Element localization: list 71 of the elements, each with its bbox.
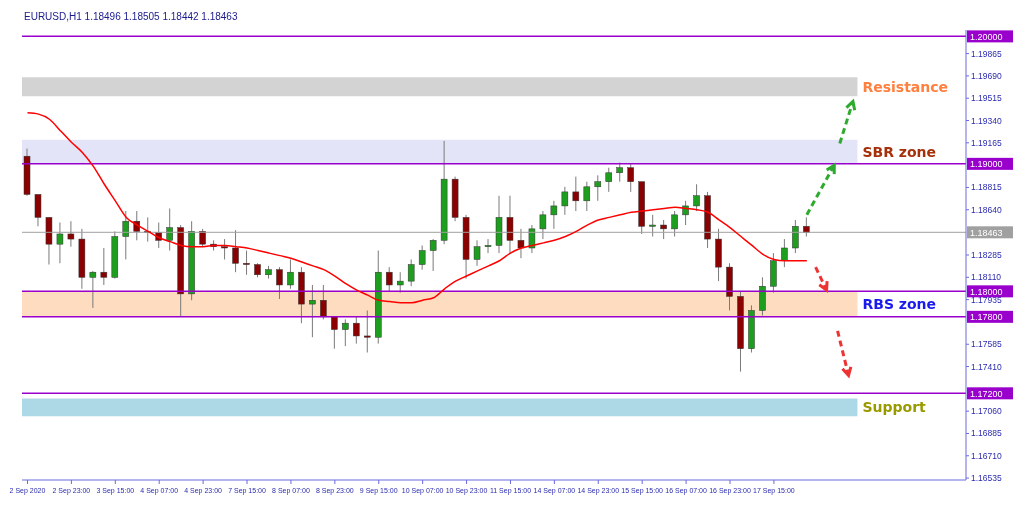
y-tick-label: 1.19340	[971, 115, 1002, 126]
y-tick-label: 1.19690	[971, 70, 1002, 81]
y-tick-label: 1.19865	[971, 48, 1002, 59]
chart-title: EURUSD,H1 1.18496 1.18505 1.18442 1.18463	[24, 11, 238, 22]
y-tick-label: 1.18640	[971, 204, 1002, 215]
y-tick-label: 1.18110	[971, 272, 1002, 283]
candlestick	[649, 214, 656, 238]
candlestick	[671, 210, 678, 238]
candlestick	[583, 181, 591, 212]
candlestick	[364, 309, 371, 354]
candlestick	[89, 270, 97, 309]
y-tick-label: 1.16710	[971, 450, 1002, 461]
candlestick	[407, 258, 415, 287]
candlestick	[331, 316, 338, 350]
candlestick	[320, 284, 327, 320]
ref-line-label: 1.19000	[970, 159, 1003, 170]
y-tick-label: 1.18285	[971, 250, 1002, 261]
candlestick	[792, 219, 799, 254]
candlestick	[122, 210, 130, 260]
y-tick-label: 1.19165	[971, 137, 1002, 148]
candlestick	[396, 271, 404, 294]
candlestick	[594, 174, 602, 202]
y-tick-label: 1.17935	[971, 294, 1002, 305]
ref-line-label: 1.17800	[970, 312, 1003, 323]
candlestick	[550, 200, 558, 230]
candlestick	[100, 247, 108, 286]
y-tick-label: 1.16885	[971, 428, 1002, 439]
ref-line-label: 1.20000	[970, 31, 1003, 42]
candlestick	[429, 238, 437, 272]
candlestick	[473, 239, 481, 267]
candlestick	[803, 216, 810, 238]
candlestick	[561, 186, 569, 216]
candlestick	[133, 210, 141, 241]
candlestick	[232, 229, 239, 273]
candlestick	[287, 258, 294, 290]
band-label: Resistance	[862, 78, 949, 95]
ref-line-label: 1.18000	[970, 286, 1003, 297]
y-tick-label: 1.16535	[971, 473, 1002, 484]
candlestick	[627, 163, 634, 193]
candlestick	[166, 207, 173, 252]
candlestick	[517, 228, 525, 259]
candlestick	[34, 193, 42, 227]
y-tick-label: 1.17410	[971, 361, 1002, 372]
candlestick	[342, 318, 349, 347]
ref-line-label: 1.17200	[970, 388, 1003, 399]
candlestick	[660, 219, 667, 240]
candlestick	[56, 221, 64, 264]
y-tick-label: 1.18815	[971, 182, 1002, 193]
candlestick	[781, 238, 788, 268]
candlestick	[221, 238, 228, 260]
candlestick	[572, 176, 580, 212]
y-tick-label: 1.17060	[971, 406, 1002, 417]
candlestick	[539, 210, 547, 240]
ref-line-label: 1.18463	[970, 227, 1003, 238]
candlestick	[67, 220, 75, 248]
candlestick	[276, 266, 283, 300]
candlestick	[605, 167, 613, 193]
candlestick	[385, 266, 393, 292]
line-series	[26, 112, 808, 304]
candlestick	[309, 284, 316, 338]
band-label: RBS zone	[862, 296, 937, 313]
candlestick	[418, 244, 426, 271]
candlestick	[484, 238, 492, 254]
y-tick-label: 1.17585	[971, 339, 1002, 350]
band-label: Support	[862, 399, 927, 416]
y-tick-label: 1.19515	[971, 93, 1002, 104]
candlestick	[693, 183, 700, 212]
candlestick	[243, 250, 250, 276]
candlestick	[506, 195, 514, 254]
candlestick	[353, 316, 360, 345]
band-label: SBR zone	[862, 143, 937, 160]
